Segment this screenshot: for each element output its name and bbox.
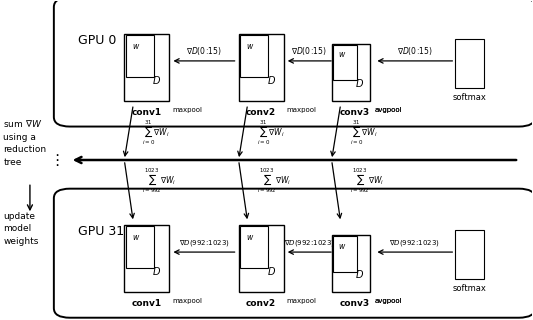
Bar [332, 235, 370, 292]
Text: $\nabla D(992\!:\!1023)$: $\nabla D(992\!:\!1023)$ [390, 238, 440, 248]
Text: D: D [356, 79, 363, 89]
Text: avgpool: avgpool [375, 107, 402, 113]
Text: maxpool: maxpool [286, 298, 317, 304]
Text: maxpool: maxpool [286, 107, 317, 113]
Bar [455, 39, 484, 88]
Text: D: D [268, 76, 275, 86]
Text: maxpool: maxpool [172, 298, 202, 304]
Bar [240, 35, 268, 76]
Text: w: w [338, 242, 344, 251]
Text: conv2: conv2 [246, 299, 276, 308]
Text: avgpool: avgpool [375, 107, 402, 113]
Text: GPU 31: GPU 31 [78, 225, 124, 238]
Bar [455, 230, 484, 279]
Text: $\sum_{i=0}^{31}\nabla W_i$: $\sum_{i=0}^{31}\nabla W_i$ [350, 119, 377, 147]
Text: conv3: conv3 [339, 299, 369, 308]
Text: conv2: conv2 [246, 108, 276, 117]
Text: $\nabla D(992\!:\!1023)$: $\nabla D(992\!:\!1023)$ [179, 238, 230, 248]
Bar [126, 35, 154, 76]
Text: w: w [132, 233, 139, 242]
Bar [333, 45, 357, 80]
Text: conv3: conv3 [339, 108, 369, 117]
Text: $\nabla D(0\!:\!15)$: $\nabla D(0\!:\!15)$ [292, 45, 327, 57]
Text: update
model
weights: update model weights [3, 212, 39, 245]
Text: w: w [132, 42, 139, 51]
Text: $\sum_{i=992}^{1023}\nabla W_i$: $\sum_{i=992}^{1023}\nabla W_i$ [257, 166, 291, 195]
Text: $\nabla D(992\!:\!1023)$: $\nabla D(992\!:\!1023)$ [284, 238, 335, 248]
Text: $\sum_{i=992}^{1023}\nabla W_i$: $\sum_{i=992}^{1023}\nabla W_i$ [350, 166, 384, 195]
Bar [239, 34, 284, 101]
Text: w: w [338, 51, 344, 60]
Text: maxpool: maxpool [172, 107, 202, 113]
Bar [240, 226, 268, 268]
Bar [239, 225, 284, 292]
Text: softmax: softmax [453, 284, 487, 293]
Text: D: D [356, 270, 363, 280]
Bar [333, 236, 357, 271]
Bar [124, 225, 169, 292]
Text: $\nabla D(0\!:\!15)$: $\nabla D(0\!:\!15)$ [397, 45, 433, 57]
Text: softmax: softmax [453, 93, 487, 102]
Text: w: w [247, 233, 253, 242]
Text: D: D [153, 76, 160, 86]
FancyBboxPatch shape [54, 189, 533, 318]
Text: $\sum_{i=992}^{1023}\nabla W_i$: $\sum_{i=992}^{1023}\nabla W_i$ [142, 166, 176, 195]
Text: avgpool: avgpool [375, 298, 402, 304]
Text: $\sum_{i=0}^{31}\nabla W_i$: $\sum_{i=0}^{31}\nabla W_i$ [257, 119, 284, 147]
Text: avgpool: avgpool [375, 298, 402, 304]
FancyBboxPatch shape [54, 0, 533, 126]
Text: w: w [247, 42, 253, 51]
Text: $\sum_{i=0}^{31}\nabla W_i$: $\sum_{i=0}^{31}\nabla W_i$ [142, 119, 170, 147]
Text: sum $\nabla W$
using a
reduction
tree: sum $\nabla W$ using a reduction tree [3, 118, 46, 167]
Bar [126, 226, 154, 268]
Text: conv1: conv1 [132, 299, 162, 308]
Bar [124, 34, 169, 101]
Text: D: D [153, 267, 160, 277]
Text: $\nabla D(0\!:\!15)$: $\nabla D(0\!:\!15)$ [186, 45, 222, 57]
Text: GPU 0: GPU 0 [78, 34, 116, 47]
Text: conv1: conv1 [132, 108, 162, 117]
Text: D: D [268, 267, 275, 277]
Bar [332, 44, 370, 101]
Text: $\vdots$: $\vdots$ [49, 152, 59, 168]
